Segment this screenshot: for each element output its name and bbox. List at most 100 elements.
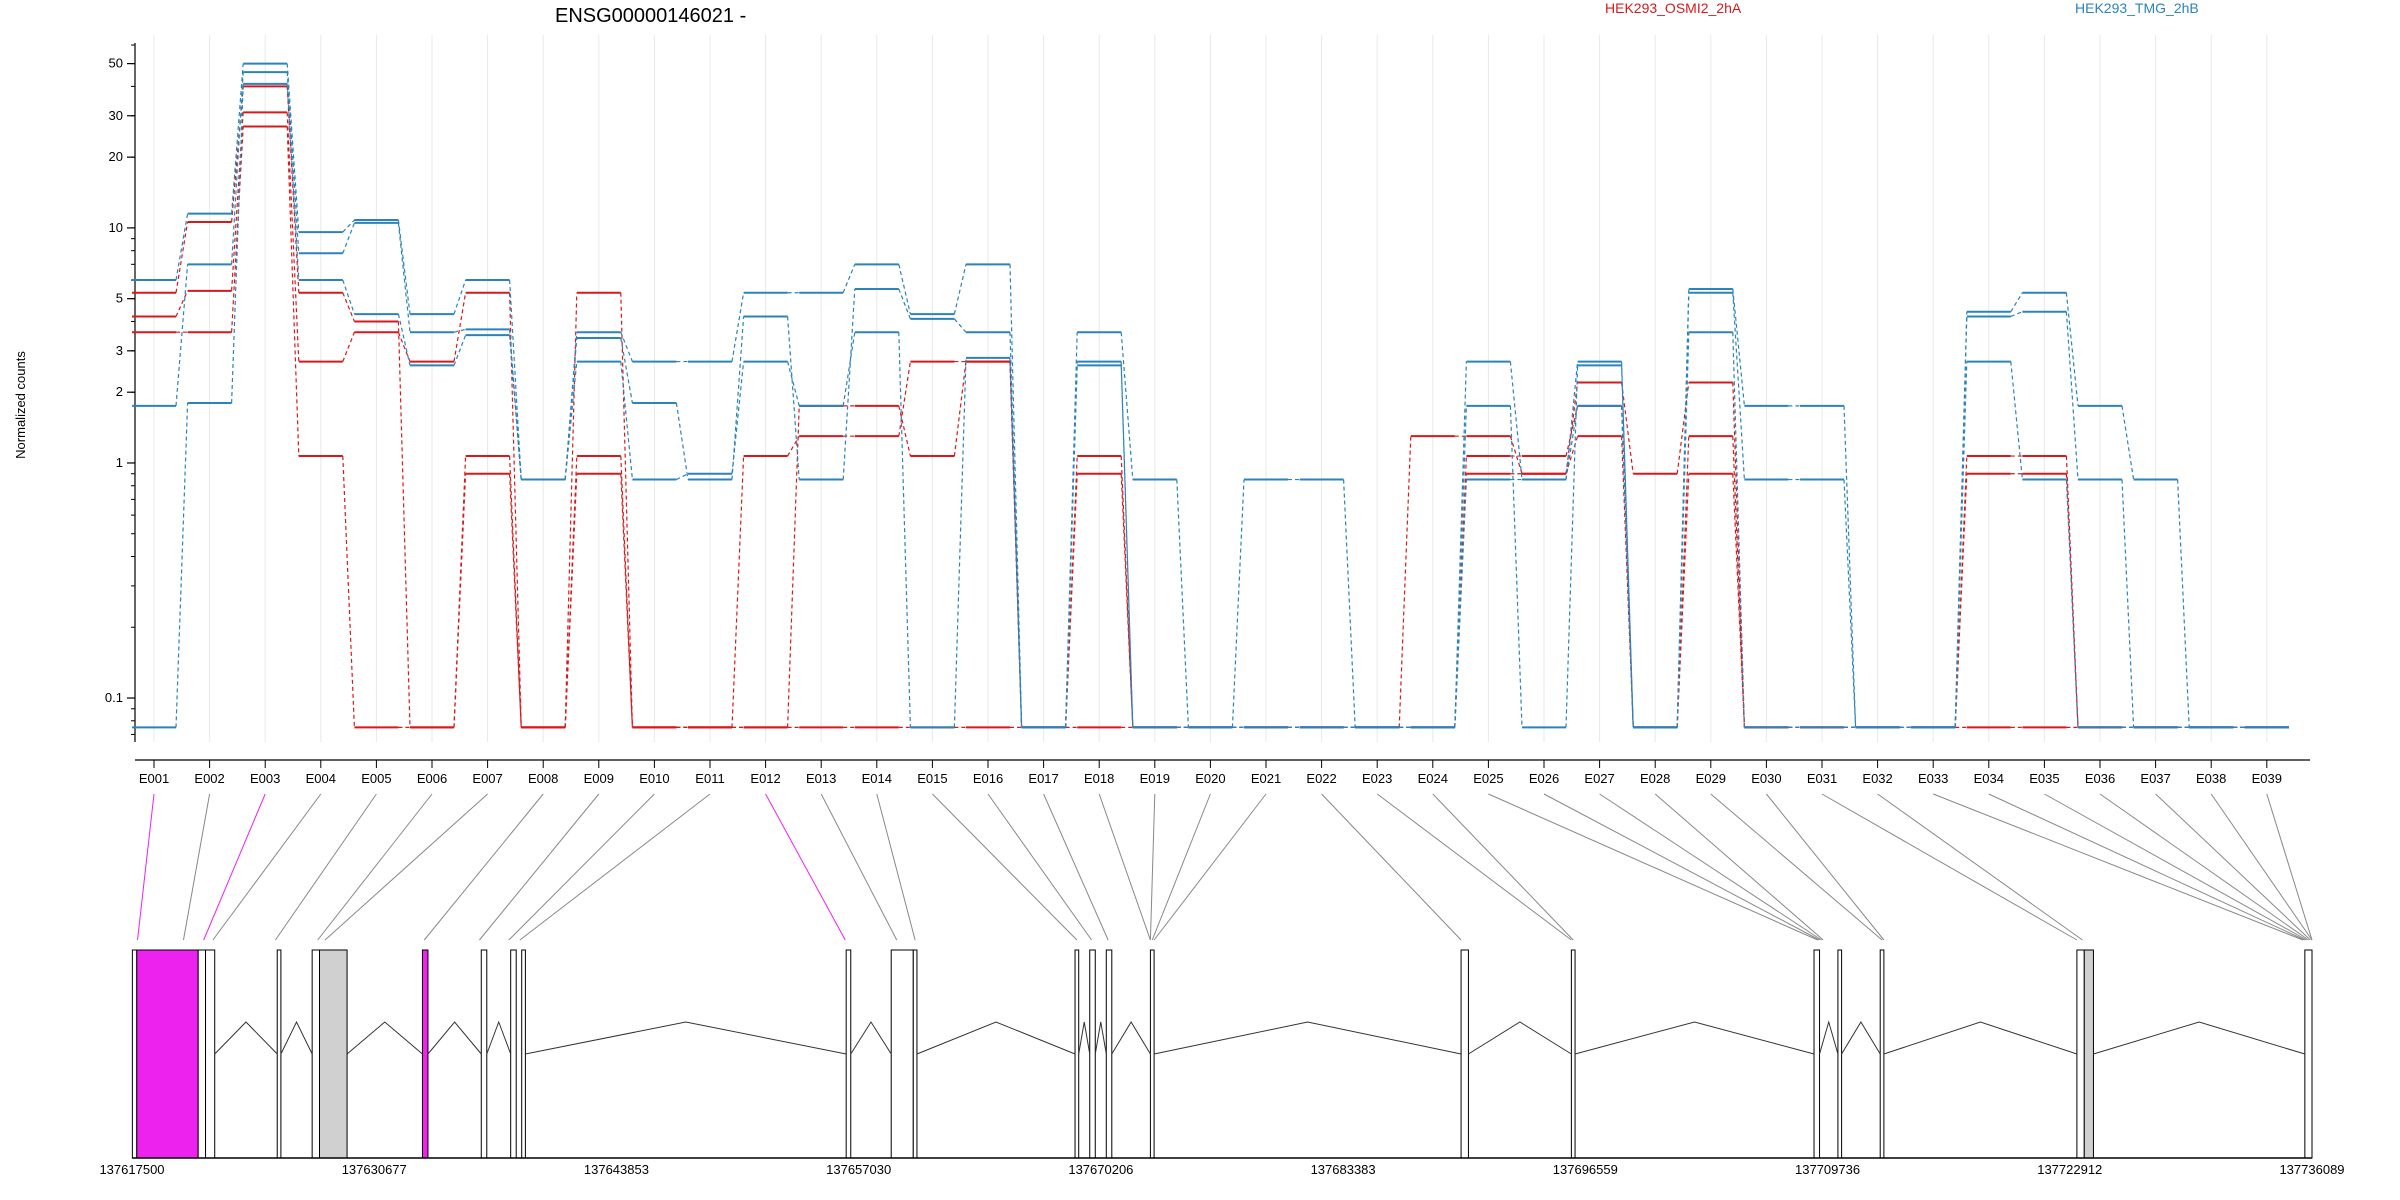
exon-label-e015: E015	[917, 771, 947, 786]
series-5-link	[175, 264, 189, 406]
series-2-link	[342, 331, 355, 362]
exon-label-e012: E012	[750, 771, 780, 786]
gene-exon-block	[890, 949, 914, 1159]
connector-e008	[423, 793, 544, 941]
series-4-link	[2121, 405, 2135, 480]
exon-label-e006: E006	[417, 771, 447, 786]
series-5-link	[453, 328, 466, 333]
gene-exon-block	[480, 949, 488, 1159]
series-6-link	[2065, 479, 2079, 728]
series-3-link	[620, 473, 633, 728]
series-5-link	[731, 316, 745, 480]
series-6-link	[1565, 405, 1579, 480]
exon-label-e005: E005	[361, 771, 391, 786]
gene-exon-block	[1089, 949, 1096, 1159]
exon-label-e039: E039	[2252, 771, 2282, 786]
gene-exon-block	[197, 949, 207, 1159]
series-4-link	[1732, 288, 1745, 406]
series-4-link	[731, 292, 745, 362]
exon-label-e026: E026	[1529, 771, 1559, 786]
y-tick-label: 30	[109, 108, 123, 123]
chart-title: ENSG00000146021 -	[555, 5, 746, 27]
gene-exon-block	[510, 949, 517, 1159]
series-3-link	[453, 473, 467, 728]
series-3-link	[564, 473, 578, 728]
series-6-link	[1732, 332, 1745, 728]
y-tick-label: 3	[116, 343, 123, 358]
connector-e018	[1098, 793, 1151, 941]
series-4-link	[1621, 361, 1634, 728]
series-6-link	[1621, 405, 1634, 728]
intron-line	[1841, 1021, 1881, 1055]
gene-exon-block	[319, 949, 348, 1159]
exon-label-e021: E021	[1251, 771, 1281, 786]
series-4-link	[620, 331, 633, 362]
series-1-link	[564, 292, 578, 728]
gene-model: 137617500 137630677 137643853 137657030 1376…	[99, 949, 2345, 1177]
connector-e033	[1933, 793, 2304, 941]
exon-label-e018: E018	[1084, 771, 1114, 786]
series-3-link	[231, 126, 244, 333]
series-6-link	[953, 357, 967, 728]
y-tick-label: 20	[109, 149, 123, 164]
exon-label-e034: E034	[1974, 771, 2004, 786]
gene-exon-block	[205, 949, 216, 1159]
gene-exon-block	[421, 949, 429, 1159]
series-5-link	[2065, 311, 2079, 480]
exon-label-e019: E019	[1140, 771, 1170, 786]
y-tick-label: 2	[116, 384, 123, 399]
connector-e038	[2210, 793, 2313, 941]
connector-e009	[479, 793, 600, 941]
series-4-link	[1231, 479, 1245, 728]
connector-e026	[1543, 793, 1820, 941]
gene-exon-block	[136, 949, 199, 1159]
series-6-link	[842, 332, 856, 406]
intron-line	[346, 1021, 423, 1055]
coord-label: 137696559	[1553, 1162, 1618, 1177]
series-4-link	[286, 63, 300, 233]
series-6-link	[1009, 357, 1023, 728]
series-4-link	[898, 264, 911, 315]
exon-label-e029: E029	[1696, 771, 1726, 786]
series-4-link	[2010, 292, 2023, 313]
connector-e005	[274, 793, 377, 941]
intron-line	[486, 1020, 512, 1055]
connector-e002	[182, 793, 211, 941]
connector-e004	[212, 793, 322, 941]
intron-line	[916, 1021, 1076, 1055]
exon-label-e030: E030	[1751, 771, 1781, 786]
gene-exon-block	[2304, 949, 2313, 1159]
series-4-link	[2177, 479, 2190, 728]
gene-exon-block	[2076, 949, 2085, 1159]
y-tick-label: 50	[109, 56, 123, 71]
series-6-link	[1454, 479, 1467, 728]
series-5-link	[286, 72, 300, 254]
series-5-link	[787, 316, 800, 480]
series-5-link	[953, 318, 967, 333]
intron-line	[1153, 1021, 1462, 1055]
connector-e020	[1151, 793, 1211, 941]
connector-e022	[1321, 793, 1462, 941]
exon-label-e023: E023	[1362, 771, 1392, 786]
series-1-link	[509, 456, 522, 728]
series-4-link	[1565, 361, 1579, 480]
coord-label: 137722912	[2037, 1162, 2102, 1177]
gene-exon-block	[1074, 949, 1080, 1159]
series-1-link	[620, 292, 633, 728]
exon-connectors	[137, 793, 2313, 941]
series-5-link	[1509, 405, 1523, 728]
connector-e003	[203, 793, 266, 941]
gene-exon-block	[912, 949, 918, 1159]
exon-label-e009: E009	[584, 771, 614, 786]
exon-label-e033: E033	[1918, 771, 1948, 786]
connector-e028	[1654, 793, 1824, 941]
intron-line	[1468, 1021, 1572, 1055]
series-6-link	[1065, 365, 1078, 728]
exon-label-e014: E014	[862, 771, 892, 786]
exon-label-e007: E007	[472, 771, 502, 786]
series-4-link	[397, 219, 411, 315]
connector-e029	[1710, 793, 1883, 941]
series-6-link	[2010, 361, 2023, 480]
